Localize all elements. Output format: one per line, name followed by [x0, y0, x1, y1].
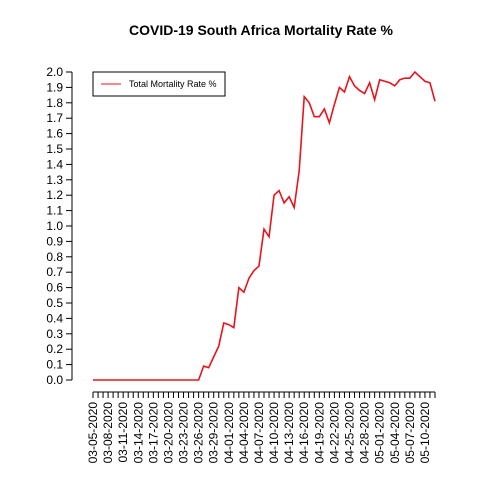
- x-tick-label: 03-26-2020: [192, 402, 206, 464]
- x-tick-label: 05-10-2020: [418, 402, 432, 464]
- y-tick-label: 1.5: [46, 142, 63, 156]
- x-tick-label: 04-13-2020: [282, 402, 296, 464]
- x-tick-label: 03-11-2020: [116, 402, 130, 463]
- x-tick-label: 03-20-2020: [161, 402, 175, 464]
- y-tick-label: 1.7: [46, 111, 63, 125]
- x-tick-label: 04-04-2020: [237, 402, 251, 464]
- y-tick-label: 0.5: [46, 296, 63, 310]
- x-tick-label: 04-01-2020: [222, 402, 236, 464]
- y-tick-label: 1.3: [46, 173, 63, 187]
- x-tick-label: 05-01-2020: [373, 402, 387, 464]
- legend-label: Total Mortality Rate %: [129, 79, 217, 89]
- y-tick-label: 0.4: [46, 311, 63, 325]
- x-tick-label: 03-14-2020: [131, 402, 145, 464]
- x-tick-label: 04-19-2020: [312, 402, 326, 464]
- y-tick-label: 0.9: [46, 234, 63, 248]
- y-tick-label: 0.6: [46, 281, 63, 295]
- x-tick-label: 03-08-2020: [101, 402, 115, 464]
- legend-box: [92, 71, 226, 97]
- y-tick-label: 1.4: [46, 157, 63, 171]
- y-tick-label: 0.3: [46, 327, 63, 341]
- x-tick-label: 04-28-2020: [358, 402, 372, 464]
- y-tick-label: 1.6: [46, 127, 63, 141]
- y-tick-label: 1.0: [46, 219, 63, 233]
- y-tick-label: 1.9: [46, 80, 63, 94]
- x-tick-label: 05-07-2020: [403, 402, 417, 464]
- y-tick-label: 0.1: [46, 358, 63, 372]
- y-tick-label: 0.7: [46, 265, 63, 279]
- x-tick-label: 04-22-2020: [327, 402, 341, 464]
- y-tick-label: 1.2: [46, 188, 63, 202]
- x-tick-label: 04-10-2020: [267, 402, 281, 464]
- x-tick-label: 03-29-2020: [207, 402, 221, 464]
- x-tick-label: 04-07-2020: [252, 402, 266, 464]
- x-tick-label: 03-17-2020: [146, 402, 160, 464]
- chart-title: COVID-19 South Africa Mortality Rate %: [129, 22, 394, 38]
- x-tick-label: 04-25-2020: [343, 402, 357, 464]
- y-tick-label: 1.1: [46, 204, 63, 218]
- y-tick-label: 0.0: [46, 373, 63, 387]
- y-tick-label: 0.8: [46, 250, 63, 264]
- x-tick-label: 03-05-2020: [86, 402, 100, 464]
- y-tick-label: 2.0: [46, 65, 63, 79]
- x-tick-label: 04-16-2020: [297, 402, 311, 464]
- y-tick-label: 0.2: [46, 342, 63, 356]
- data-line: [93, 70, 436, 381]
- x-tick-label: 05-04-2020: [388, 402, 402, 464]
- x-tick-label: 03-23-2020: [177, 402, 191, 464]
- y-tick-label: 1.8: [46, 96, 63, 110]
